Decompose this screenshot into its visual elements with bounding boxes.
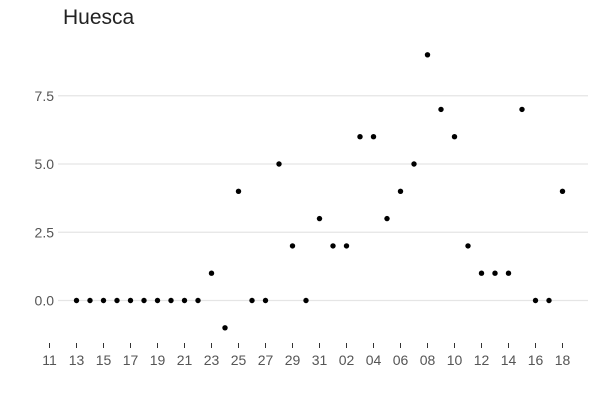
y-tick-label: 2.5 [35,224,55,240]
x-tick-label: 02 [339,352,355,368]
data-point [208,270,215,276]
x-tick-label: 19 [150,352,166,368]
x-tick-label: 14 [501,352,517,368]
data-point [451,134,458,140]
axis-layer: 0.0 2.5 5.0 7.5 11 13 15 17 19 21 23 25 27 29 31 02 04 06… [35,88,571,368]
data-point [154,297,161,304]
chart-title: Huesca [63,6,135,29]
data-point [519,106,525,113]
y-tick-label: 7.5 [35,88,55,104]
x-tick-label: 12 [474,352,490,368]
data-point [73,297,80,304]
data-point [168,297,174,304]
data-point [559,188,566,194]
data-point [262,297,269,304]
data-point [235,188,242,194]
x-tick-label: 11 [42,352,57,368]
x-tick-label: 10 [447,352,463,368]
x-tick-label: 13 [69,352,85,368]
data-point [397,188,404,194]
y-tick-label: 0.0 [35,293,55,309]
data-point [127,297,134,304]
x-tick-label: 04 [366,352,382,368]
x-tick-label: 15 [96,352,112,368]
x-tick-label: 08 [420,352,436,368]
data-point [492,270,498,276]
y-tick-label: 5.0 [35,156,55,172]
data-point [424,52,431,58]
x-tick-label: 17 [123,352,139,368]
data-point [384,215,390,222]
points-layer [73,52,566,331]
x-tick-label: 29 [285,352,301,368]
grid-layer [58,95,588,302]
x-tick-label: 27 [258,352,274,368]
data-point [181,297,188,304]
x-tick-label: 06 [393,352,409,368]
data-point [114,297,120,304]
data-point [249,297,255,304]
data-point [532,297,539,304]
data-point [222,325,228,331]
data-point [195,297,201,304]
x-tick-label: 31 [312,352,328,368]
data-point [505,270,512,276]
data-point [87,297,93,304]
x-tick-label: 18 [555,352,571,368]
x-tick-label: 21 [177,352,193,368]
x-tick-label: 25 [231,352,247,368]
data-point [465,243,471,249]
data-point [411,161,417,167]
data-point [478,270,485,276]
data-point [357,134,363,140]
data-point [289,243,296,249]
data-point [330,243,336,249]
data-point [141,297,147,304]
data-point [316,215,323,222]
data-point [370,134,377,140]
data-point [343,243,350,249]
data-point [303,297,309,304]
data-point [546,297,552,304]
data-point [438,106,444,113]
data-point [100,297,107,304]
x-tick-label: 23 [204,352,220,368]
data-point [276,161,282,167]
x-tick-label: 16 [528,352,544,368]
